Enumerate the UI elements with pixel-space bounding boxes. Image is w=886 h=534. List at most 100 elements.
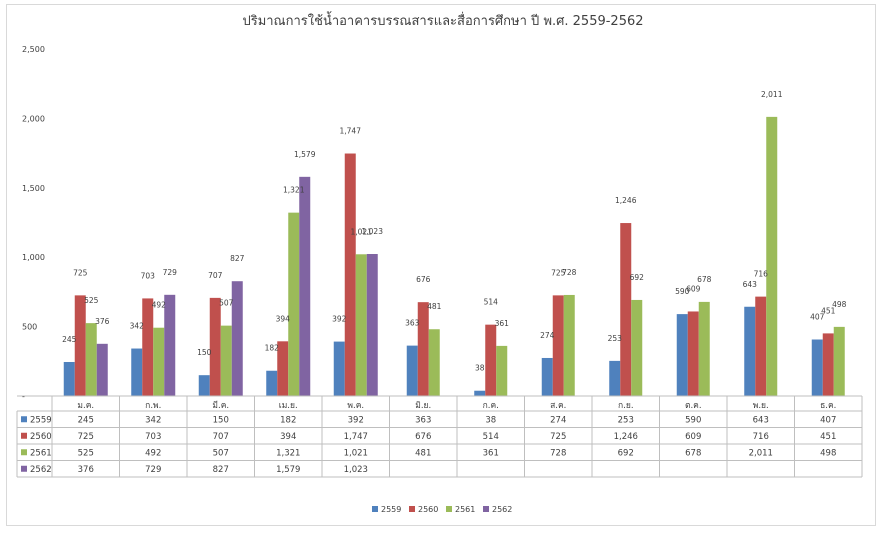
bar-2561-8 [631, 299, 643, 396]
row-key-2562 [21, 465, 27, 472]
table-cell-2559-5: 363 [415, 415, 431, 425]
bar-2561-11 [833, 326, 845, 396]
data-label-2562-0: 376 [95, 317, 110, 326]
bar-2561-5 [428, 329, 440, 396]
y-tick-label: 500 [22, 323, 37, 332]
data-label-2561-1: 492 [152, 301, 167, 310]
category-label: ธ.ค. [820, 401, 836, 411]
table-cell-2561-3: 1,321 [276, 448, 300, 458]
table-cell-2559-1: 342 [145, 415, 161, 425]
category-label: เม.ย. [279, 401, 298, 411]
table-cell-2559-10: 643 [753, 415, 769, 425]
bar-2561-6 [496, 345, 508, 396]
bar-2559-1 [131, 348, 143, 396]
table-cell-2559-9: 590 [685, 415, 701, 425]
bars-layer [63, 116, 845, 396]
table-cell-2560-9: 609 [685, 432, 701, 442]
table-cell-2560-0: 725 [78, 432, 94, 442]
table-cell-2560-4: 1,747 [344, 432, 368, 442]
y-tick-label: 2,000 [22, 114, 45, 123]
table-cell-2561-6: 361 [483, 448, 499, 458]
data-label-2560-7: 725 [551, 268, 566, 277]
chart-title: ปริมาณการใช้น้ำอาคารบรรณสารและสื่อการศึก… [242, 14, 644, 29]
table-cell-2559-0: 245 [78, 415, 94, 425]
table-cell-2560-3: 394 [280, 432, 296, 442]
data-label-2560-8: 1,246 [615, 196, 637, 205]
data-label-2559-9: 590 [675, 287, 690, 296]
table-cell-2562-3: 1,579 [276, 465, 300, 475]
data-table: ม.ค. ก.พ. มี.ค. เม.ย. พ.ค. มิ.ย. ก.ค. ส.ค. ก.ย. ต… [16, 395, 863, 478]
bar-2562-2 [231, 281, 243, 396]
table-cell-2559-4: 392 [348, 415, 364, 425]
table-cell-2561-1: 492 [145, 448, 161, 458]
legend-key-2561 [446, 506, 452, 512]
table-cell-2562-0: 376 [78, 465, 94, 475]
legend-key-2562 [483, 506, 489, 512]
table-cell-2561-9: 678 [685, 448, 701, 458]
data-label-2560-2: 707 [208, 271, 223, 280]
bar-2559-0 [63, 361, 75, 396]
bar-2560-10 [755, 296, 767, 396]
y-tick-label: 2,500 [22, 45, 45, 54]
table-cell-2560-11: 451 [820, 432, 836, 442]
bar-2562-4 [366, 254, 378, 396]
data-label-2561-7: 728 [562, 268, 577, 277]
row-name-2560: 2560 [30, 432, 52, 442]
legend-label-2561: 2561 [455, 505, 475, 514]
data-label-2559-11: 407 [810, 313, 825, 322]
data-label-2559-3: 182 [265, 344, 280, 353]
table-cell-2560-2: 707 [213, 432, 229, 442]
data-label-2560-4: 1,747 [340, 127, 362, 136]
table-cell-2560-5: 676 [415, 432, 431, 442]
legend: 2559 2560 2561 2562 [372, 505, 512, 514]
table-cell-2562-1: 729 [145, 465, 161, 475]
y-tick-label: 1,000 [22, 253, 45, 262]
table-cell-2561-10: 2,011 [749, 448, 773, 458]
row-key-2559 [21, 416, 27, 423]
table-cell-2559-8: 253 [618, 415, 634, 425]
data-label-2562-1: 729 [163, 268, 178, 277]
bar-2561-9 [698, 301, 710, 396]
bar-2562-0 [96, 343, 108, 396]
category-label: ต.ค. [685, 401, 702, 411]
legend-label-2560: 2560 [418, 505, 438, 514]
data-label-2560-10: 716 [754, 270, 769, 279]
data-label-2559-6: 38 [475, 364, 485, 373]
row-key-2560 [21, 432, 27, 439]
category-label: ม.ค. [77, 401, 94, 411]
data-label-2561-3: 1,321 [283, 186, 305, 195]
category-label: พ.ย. [753, 401, 769, 411]
table-cell-2559-7: 274 [550, 415, 566, 425]
data-label-2560-6: 514 [484, 298, 499, 307]
bar-2562-1 [164, 294, 176, 396]
legend-label-2559: 2559 [381, 505, 401, 514]
row-key-2561 [21, 449, 27, 456]
bar-2560-9 [687, 311, 699, 396]
category-label: ก.ค. [483, 401, 499, 411]
bar-2559-9 [676, 314, 688, 396]
bar-2559-4 [333, 341, 345, 396]
data-label-2559-2: 150 [197, 348, 212, 357]
row-name-2561: 2561 [30, 448, 52, 458]
table-cell-2561-0: 525 [78, 448, 94, 458]
category-label: ก.พ. [145, 401, 161, 411]
bar-2561-2 [220, 325, 232, 396]
bar-2559-2 [198, 375, 210, 396]
bar-2559-3 [266, 370, 278, 396]
table-cell-2560-1: 703 [145, 432, 161, 442]
data-label-2560-3: 394 [276, 314, 291, 323]
data-label-2559-0: 245 [62, 335, 77, 344]
bar-2559-6 [474, 390, 486, 396]
legend-label-2562: 2562 [492, 505, 512, 514]
row-name-2559: 2559 [30, 415, 52, 425]
data-label-2560-11: 451 [821, 306, 836, 315]
category-label: พ.ค. [347, 401, 364, 411]
category-label: มี.ค. [212, 400, 229, 411]
category-label: ก.ย. [618, 401, 634, 411]
chart-frame [6, 4, 876, 526]
table-cell-2559-6: 38 [485, 415, 496, 425]
data-label-2561-2: 507 [219, 299, 234, 308]
bar-2560-2 [209, 297, 221, 396]
bar-2559-7 [541, 357, 553, 396]
